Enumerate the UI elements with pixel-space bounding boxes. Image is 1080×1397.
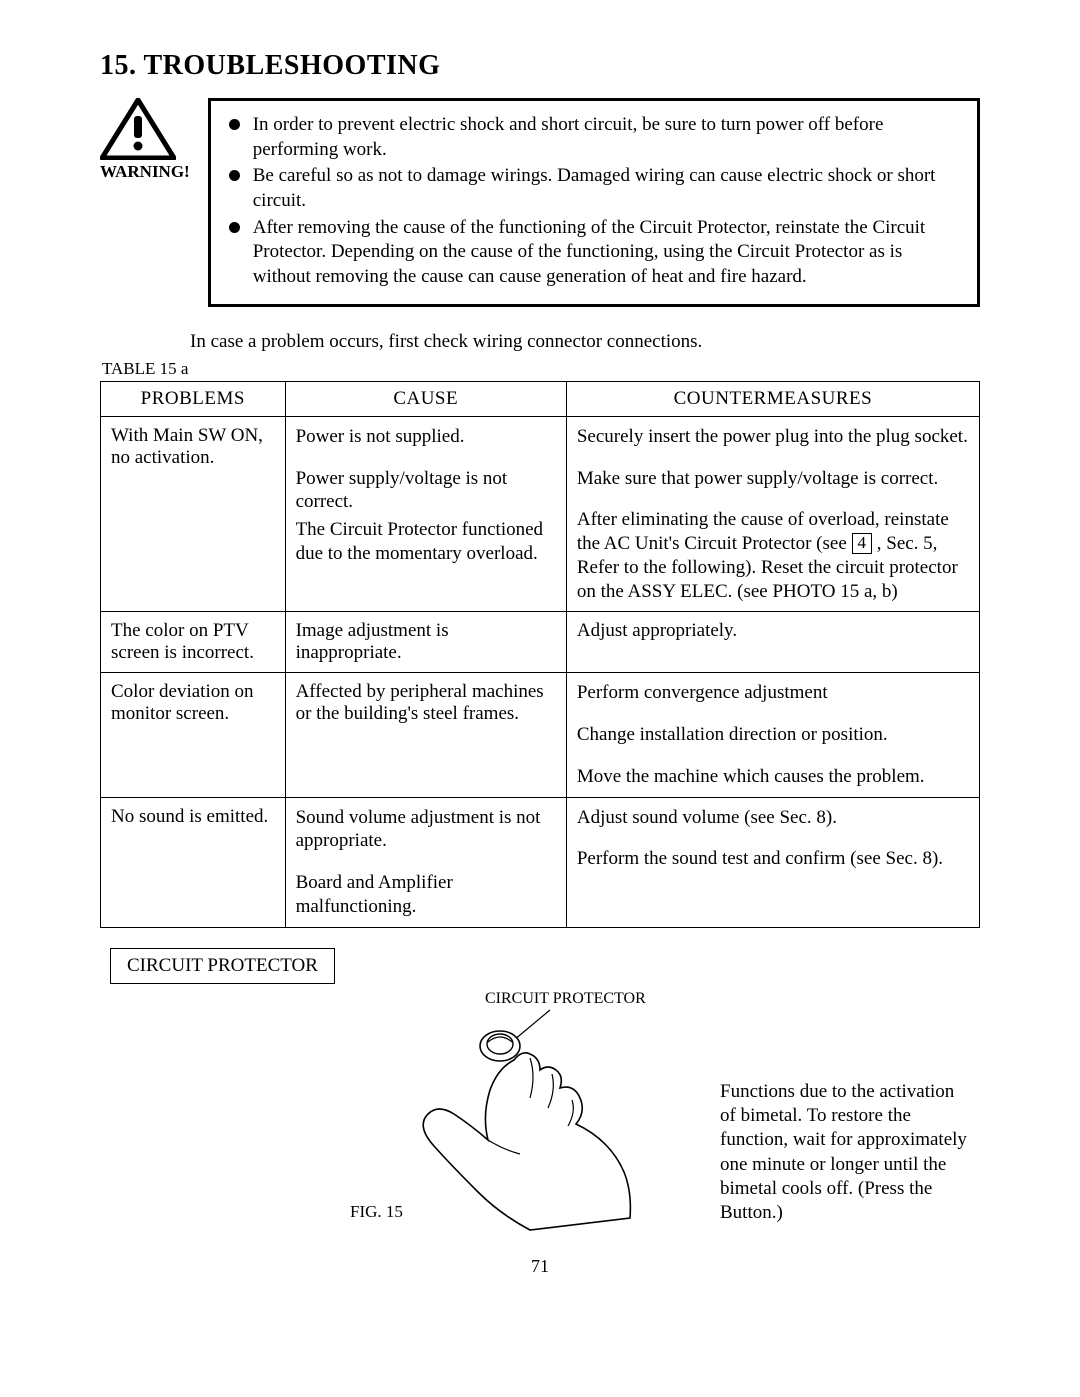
cm-para: Change installation direction or positio…	[577, 723, 969, 747]
cell-problem: Color deviation on monitor screen.	[101, 673, 286, 797]
cell-cause: Power is not supplied. Power supply/volt…	[285, 416, 566, 612]
warning-box: In order to prevent electric shock and s…	[208, 98, 980, 307]
figure-caption: FIG. 15	[350, 1202, 403, 1222]
warning-item: After removing the cause of the function…	[225, 216, 959, 290]
cause-para: The Circuit Protector functioned due to …	[296, 518, 556, 566]
table-row: No sound is emitted. Sound volume adjust…	[101, 797, 980, 927]
cause-para: Power is not supplied.	[296, 425, 556, 449]
section-heading: 15. TROUBLESHOOTING	[100, 50, 980, 82]
figure-area: CIRCUIT PROTECTOR FIG. 15 Functions due …	[100, 990, 980, 1250]
cell-cause: Sound volume adjustment is not appropria…	[285, 797, 566, 927]
cell-countermeasure: Adjust sound volume (see Sec. 8). Perfor…	[566, 797, 979, 927]
warning-triangle-icon	[100, 98, 176, 160]
cell-countermeasure: Securely insert the power plug into the …	[566, 416, 979, 612]
table-label: TABLE 15 a	[102, 359, 980, 379]
cm-para: Perform the sound test and confirm (see …	[577, 847, 969, 871]
table-row: With Main SW ON, no activation. Power is…	[101, 416, 980, 612]
col-problems: PROBLEMS	[101, 381, 286, 416]
warning-item: In order to prevent electric shock and s…	[225, 113, 959, 162]
table-row: Color deviation on monitor screen. Affec…	[101, 673, 980, 797]
cause-para: Board and Amplifier malfunctioning.	[296, 871, 556, 919]
cm-para: Adjust sound volume (see Sec. 8).	[577, 806, 969, 830]
cm-para: Move the machine which causes the proble…	[577, 765, 969, 789]
troubleshooting-table: PROBLEMS CAUSE COUNTERMEASURES With Main…	[100, 381, 980, 928]
boxed-number: 4	[852, 533, 873, 554]
cause-para: Sound volume adjustment is not appropria…	[296, 806, 556, 854]
col-cause: CAUSE	[285, 381, 566, 416]
cell-problem: With Main SW ON, no activation.	[101, 416, 286, 612]
cell-countermeasure: Adjust appropriately.	[566, 612, 979, 673]
figure-description: Functions due to the activation of bimet…	[720, 1080, 970, 1226]
warning-item: Be careful so as not to damage wirings. …	[225, 164, 959, 213]
cm-para: Make sure that power supply/voltage is c…	[577, 467, 969, 491]
circuit-protector-box: CIRCUIT PROTECTOR	[110, 948, 335, 984]
col-countermeasures: COUNTERMEASURES	[566, 381, 979, 416]
cm-para: After eliminating the cause of overload,…	[577, 508, 969, 603]
hand-pressing-button-icon	[380, 1004, 640, 1234]
cell-problem: No sound is emitted.	[101, 797, 286, 927]
table-row: The color on PTV screen is incorrect. Im…	[101, 612, 980, 673]
table-header-row: PROBLEMS CAUSE COUNTERMEASURES	[101, 381, 980, 416]
cell-problem: The color on PTV screen is incorrect.	[101, 612, 286, 673]
cell-cause: Affected by peripheral machines or the b…	[285, 673, 566, 797]
warning-label: WARNING!	[100, 162, 190, 182]
cause-para: Power supply/voltage is not correct.	[296, 467, 556, 515]
cm-para: Perform convergence adjustment	[577, 681, 969, 705]
warning-icon-column: WARNING!	[100, 98, 190, 182]
cm-para: Securely insert the power plug into the …	[577, 425, 969, 449]
cell-cause: Image adjustment is inappropriate.	[285, 612, 566, 673]
page-number: 71	[100, 1256, 980, 1277]
intro-text: In case a problem occurs, first check wi…	[190, 331, 980, 353]
cell-countermeasure: Perform convergence adjustment Change in…	[566, 673, 979, 797]
warning-block: WARNING! In order to prevent electric sh…	[100, 98, 980, 307]
